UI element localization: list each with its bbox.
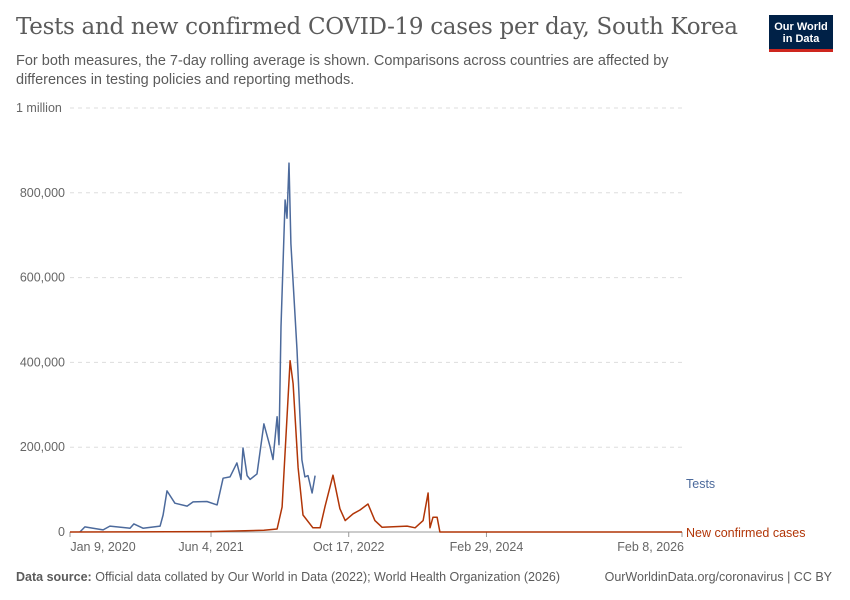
series-line-tests [79, 162, 316, 533]
chart-subtitle: For both measures, the 7-day rolling ave… [16, 53, 669, 88]
owid-logo[interactable]: Our World in Data [769, 15, 833, 52]
source-label: Data source: [16, 570, 92, 584]
y-tick-label: 600,000 [20, 271, 65, 285]
legend-label-cases: New confirmed cases [686, 526, 806, 540]
y-tick-label: 400,000 [20, 355, 65, 369]
data-source: Data source: Official data collated by O… [16, 570, 560, 584]
x-tick-label: Jun 4, 2021 [178, 540, 243, 554]
x-tick-label: Oct 17, 2022 [313, 540, 385, 554]
legend-label-tests: Tests [686, 477, 715, 491]
y-tick-label: 1 million [16, 101, 62, 115]
y-tick-label: 0 [58, 525, 65, 539]
footer-link[interactable]: OurWorldinData.org/coronavirus | CC BY [604, 570, 832, 584]
y-tick-label: 800,000 [20, 186, 65, 200]
x-tick-label: Feb 29, 2024 [450, 540, 524, 554]
y-tick-label: 200,000 [20, 440, 65, 454]
source-text: Official data collated by Our World in D… [95, 570, 561, 584]
x-tick-label: Feb 8, 2026 [617, 540, 684, 554]
series-line-cases [69, 359, 682, 533]
x-tick-label: Jan 9, 2020 [70, 540, 135, 554]
chart-title: Tests and new confirmed COVID-19 cases p… [16, 14, 738, 40]
